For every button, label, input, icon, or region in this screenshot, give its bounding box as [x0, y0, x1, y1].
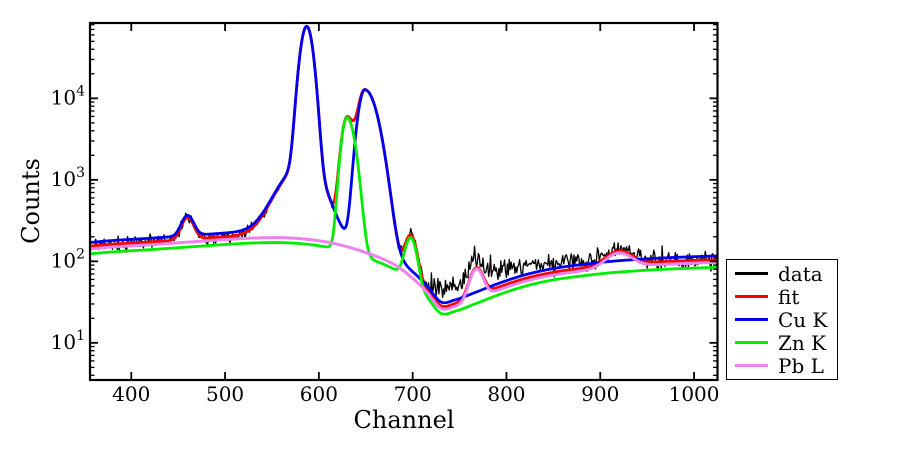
series-line-cu-k: [90, 24, 718, 305]
legend-label-cu-k: Cu K: [778, 307, 828, 332]
x-axis-label: Channel: [353, 406, 455, 434]
y-tick-label: 103: [51, 165, 85, 191]
legend-line-sample-cu-k: [735, 317, 768, 322]
legend-line-sample-zn-k: [735, 340, 768, 345]
legend-entry-cu-k: Cu K: [727, 309, 837, 331]
legend-box: data fit Cu K Zn K Pb L: [726, 259, 838, 380]
x-tick-label: 400: [112, 382, 150, 406]
legend-label-data: data: [778, 261, 823, 286]
legend-line-sample-data: [735, 271, 768, 276]
y-tick-label: 101: [51, 328, 85, 354]
legend-line-sample-pb-l: [735, 363, 768, 368]
series-line-pb-l: [90, 236, 718, 311]
plot-border: [88, 21, 719, 382]
x-tick-label: 900: [581, 382, 619, 406]
legend-entry-zn-k: Zn K: [727, 332, 837, 354]
x-tick-label: 800: [487, 382, 525, 406]
legend-label-zn-k: Zn K: [778, 330, 827, 355]
axes-frame: [88, 21, 719, 382]
legend-entry-data: data: [727, 263, 837, 285]
curves-layer: [90, 24, 718, 316]
y-axis-label: Counts: [17, 158, 45, 244]
series-line-fit: [90, 24, 718, 308]
series-line-zn-k: [90, 116, 718, 316]
legend-line-sample-fit: [735, 294, 768, 299]
y-tick-label: 102: [51, 246, 85, 272]
legend-label-pb-l: Pb L: [778, 353, 824, 378]
x-tick-label: 700: [394, 382, 432, 406]
legend-entry-pb-l: Pb L: [727, 355, 837, 377]
x-tick-label: 500: [206, 382, 244, 406]
y-tick-label: 104: [51, 83, 85, 109]
legend-entry-fit: fit: [727, 286, 837, 308]
x-tick-label: 1000: [669, 382, 720, 406]
x-tick-label: 600: [300, 382, 338, 406]
legend-label-fit: fit: [778, 284, 800, 309]
